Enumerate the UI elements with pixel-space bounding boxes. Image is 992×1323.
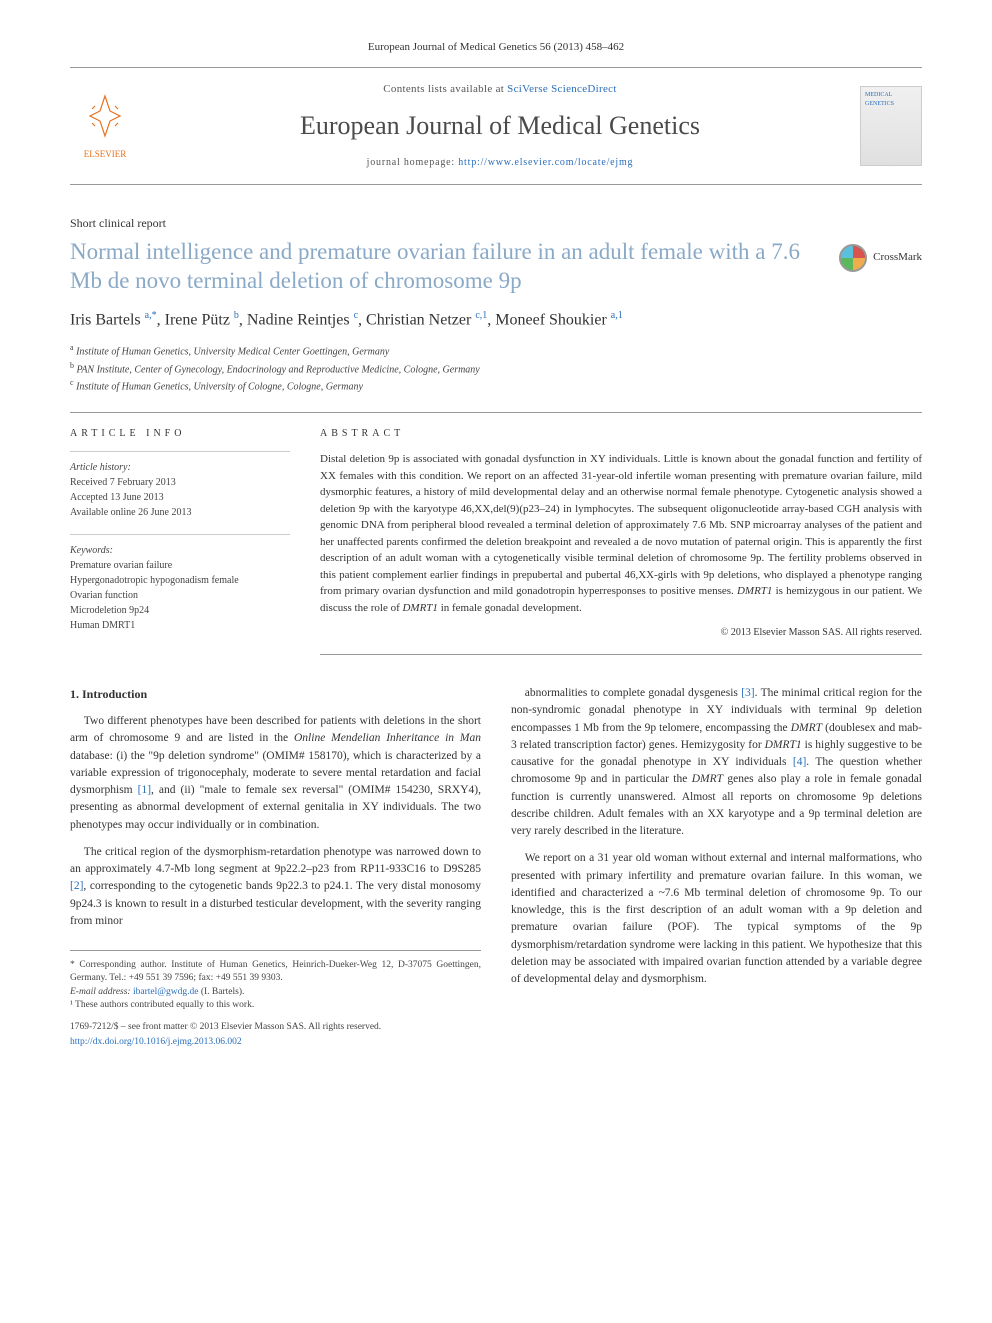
equal-contribution-note: ¹ These authors contributed equally to t… <box>70 999 481 1012</box>
homepage-prefix: journal homepage: <box>367 157 459 168</box>
keywords-heading: Keywords: <box>70 543 290 558</box>
citation-link[interactable]: [1] <box>138 784 151 796</box>
keyword: Microdeletion 9p24 <box>70 603 290 618</box>
affiliation-b: b PAN Institute, Center of Gynecology, E… <box>70 360 922 377</box>
contents-available-line: Contents lists available at SciVerse Sci… <box>160 82 840 97</box>
elsevier-label: ELSEVIER <box>84 148 127 161</box>
keyword: Premature ovarian failure <box>70 558 290 573</box>
copyright-line: © 2013 Elsevier Masson SAS. All rights r… <box>320 626 922 655</box>
history-received: Received 7 February 2013 <box>70 475 290 490</box>
sciencedirect-link[interactable]: SciVerse ScienceDirect <box>507 83 617 95</box>
crossmark-badge[interactable]: CrossMark <box>839 238 922 272</box>
journal-reference: European Journal of Medical Genetics 56 … <box>70 40 922 55</box>
left-column: 1. Introduction Two different phenotypes… <box>70 685 481 1049</box>
elsevier-tree-icon <box>80 91 130 148</box>
intro-heading: 1. Introduction <box>70 685 481 703</box>
email-link[interactable]: ibartel@gwdg.de <box>133 987 198 997</box>
abstract-column: ABSTRACT Distal deletion 9p is associate… <box>320 427 922 655</box>
homepage-line: journal homepage: http://www.elsevier.co… <box>160 156 840 170</box>
crossmark-label: CrossMark <box>873 250 922 265</box>
history-online: Available online 26 June 2013 <box>70 505 290 520</box>
intro-para-4: We report on a 31 year old woman without… <box>511 850 922 988</box>
corresponding-author-note: * Corresponding author. Institute of Hum… <box>70 959 481 986</box>
keyword: Ovarian function <box>70 588 290 603</box>
crossmark-icon <box>839 244 867 272</box>
journal-cover-thumbnail[interactable]: MEDICAL GENETICS <box>860 86 922 166</box>
article-info-abstract-row: ARTICLE INFO Article history: Received 7… <box>70 412 922 655</box>
email-label: E-mail address: <box>70 987 133 997</box>
citation-link[interactable]: [2] <box>70 880 83 892</box>
keywords-block: Keywords: Premature ovarian failure Hype… <box>70 534 290 633</box>
abstract-label: ABSTRACT <box>320 427 922 441</box>
email-attribution: (I. Bartels). <box>198 987 244 997</box>
homepage-link[interactable]: http://www.elsevier.com/locate/ejmg <box>458 157 633 168</box>
contents-prefix: Contents lists available at <box>383 83 507 95</box>
article-type: Short clinical report <box>70 215 922 232</box>
affiliations: a Institute of Human Genetics, Universit… <box>70 342 922 394</box>
intro-para-2: The critical region of the dysmorphism-r… <box>70 844 481 930</box>
journal-name: European Journal of Medical Genetics <box>160 108 840 144</box>
article-title: Normal intelligence and premature ovaria… <box>70 238 823 296</box>
journal-header: ELSEVIER Contents lists available at Sci… <box>70 67 922 185</box>
cover-text: MEDICAL GENETICS <box>865 91 917 108</box>
history-heading: Article history: <box>70 460 290 475</box>
right-column: abnormalities to complete gonadal dysgen… <box>511 685 922 1049</box>
email-line: E-mail address: ibartel@gwdg.de (I. Bart… <box>70 986 481 999</box>
header-center: Contents lists available at SciVerse Sci… <box>160 82 840 170</box>
doi-block: 1769-7212/$ – see front matter © 2013 El… <box>70 1020 481 1049</box>
article-history: Article history: Received 7 February 201… <box>70 451 290 520</box>
authors-list: Iris Bartels a,*, Irene Pütz b, Nadine R… <box>70 309 922 332</box>
doi-link[interactable]: http://dx.doi.org/10.1016/j.ejmg.2013.06… <box>70 1037 242 1047</box>
affiliation-c: c Institute of Human Genetics, Universit… <box>70 377 922 394</box>
elsevier-logo[interactable]: ELSEVIER <box>70 86 140 166</box>
article-info-column: ARTICLE INFO Article history: Received 7… <box>70 427 290 655</box>
intro-para-3: abnormalities to complete gonadal dysgen… <box>511 685 922 840</box>
citation-link[interactable]: [4] <box>793 756 806 768</box>
history-accepted: Accepted 13 June 2013 <box>70 490 290 505</box>
intro-para-1: Two different phenotypes have been descr… <box>70 713 481 834</box>
front-matter-line: 1769-7212/$ – see front matter © 2013 El… <box>70 1020 481 1034</box>
affiliation-a: a Institute of Human Genetics, Universit… <box>70 342 922 359</box>
body-two-columns: 1. Introduction Two different phenotypes… <box>70 685 922 1049</box>
keyword: Hypergonadotropic hypogonadism female <box>70 573 290 588</box>
footnotes: * Corresponding author. Institute of Hum… <box>70 950 481 1012</box>
citation-link[interactable]: [3] <box>741 687 754 699</box>
article-info-label: ARTICLE INFO <box>70 427 290 441</box>
abstract-text: Distal deletion 9p is associated with go… <box>320 451 922 616</box>
keyword: Human DMRT1 <box>70 618 290 633</box>
